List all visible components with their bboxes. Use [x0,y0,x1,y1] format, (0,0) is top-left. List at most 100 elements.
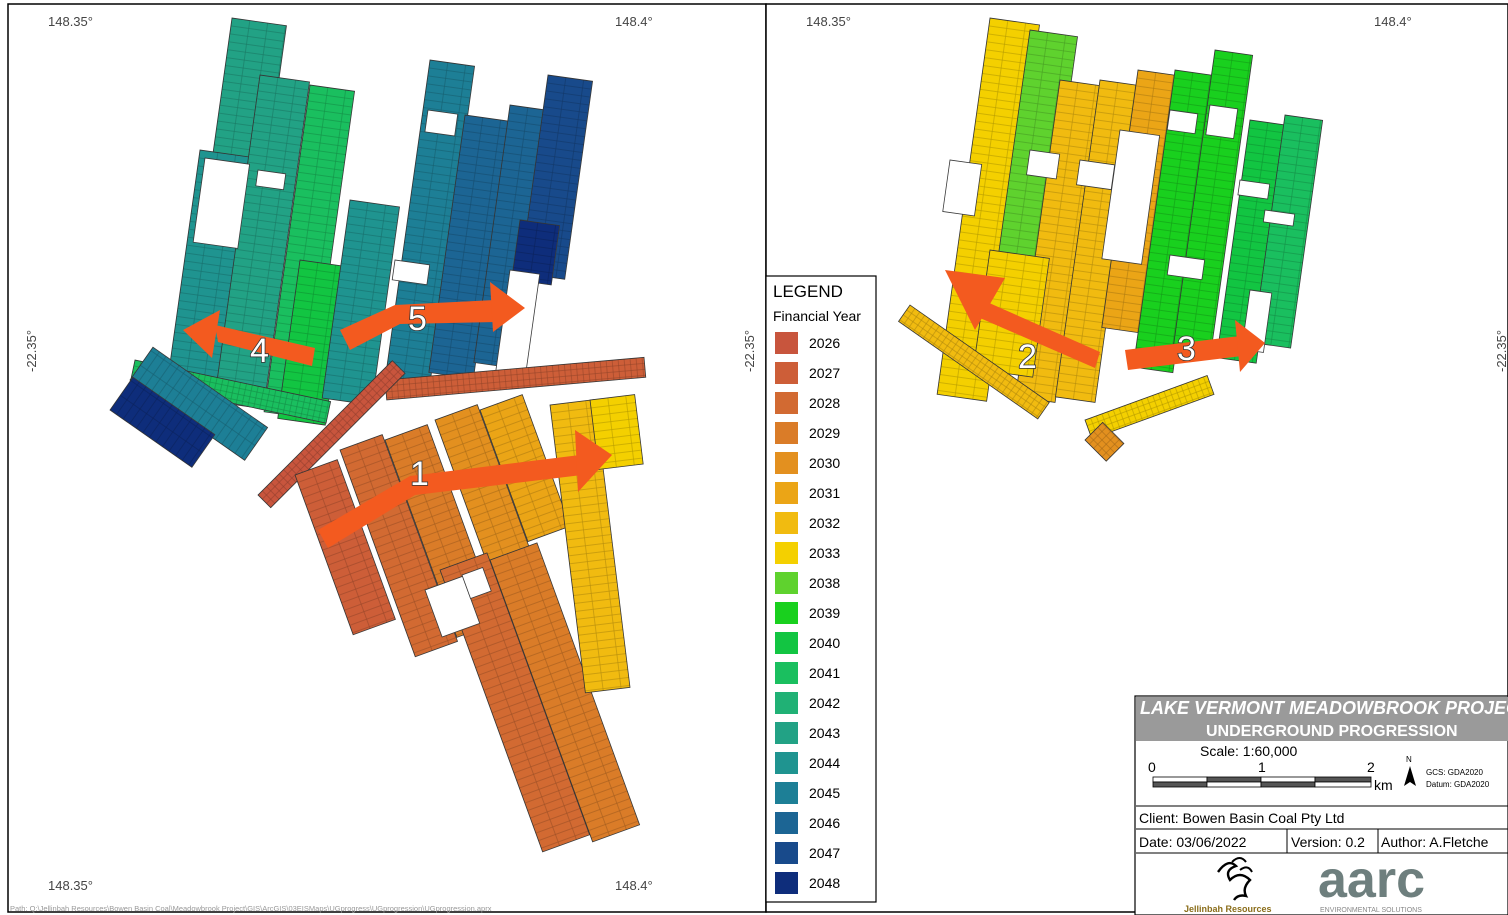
legend-items: 2026 2027 2028 2029 2030 2031 2032 2033 2038 2039… [775,332,840,894]
date-label: Date: 03/06/2022 [1139,834,1247,850]
lat-label-right: -22.35° [1494,330,1508,372]
legend-swatch-2028 [775,392,798,414]
legend-label-2044: 2044 [809,755,840,771]
left-mine-panels [109,17,647,853]
legend-swatch-2032 [775,512,798,534]
scale-label: Scale: 1:60,000 [1200,743,1298,759]
panel-n11 [511,219,561,286]
panel-sw-block [129,346,269,461]
legend-swatch-2031 [775,482,798,504]
legend: LEGEND Financial Year 202620272028202920… [765,275,877,903]
lon-label-right-map-left: 148.35° [806,14,851,29]
arrow-4: 4 [183,310,315,371]
panel-n6 [321,199,400,406]
lon-label-right-bottom: 148.4° [615,878,653,893]
project-title: LAKE VERMONT MEADOWBROOK PROJEC [1140,698,1508,718]
version-label: Version: 0.2 [1291,834,1365,850]
client-label: Client: Bowen Basin Coal Pty Ltd [1139,810,1344,826]
panel-sw-gateroad [257,360,406,509]
lon-label-right-map-right: 148.4° [1374,14,1412,29]
arrow-1-label: 1 [410,455,429,493]
scale-unit: km [1374,777,1393,793]
north-label: N [1406,755,1412,764]
legend-title: LEGEND [773,282,843,301]
legend-label-2040: 2040 [809,635,840,651]
arrow-5: 5 [340,282,525,350]
legend-swatch-2042 [775,692,798,714]
aarc-logo-tagline: ENVIRONMENTAL SOLUTIONS [1320,907,1422,914]
jellinbah-logo-text: Jellinbah Resources [1184,904,1272,914]
legend-label-2038: 2038 [809,575,840,591]
legend-label-2032: 2032 [809,515,840,531]
aarc-logo-text: aarc [1318,851,1425,909]
datum-label: Datum: GDA2020 [1426,780,1490,789]
legend-label-2031: 2031 [809,485,840,501]
legend-swatch-2047 [775,842,798,864]
legend-swatch-2040 [775,632,798,654]
legend-swatch-2048 [775,872,798,894]
legend-swatch-2027 [775,362,798,384]
legend-swatch-2044 [775,752,798,774]
lon-label-left-bottom: 148.35° [48,878,93,893]
panel-r9 [1252,114,1324,349]
right-mine-panels [897,17,1324,462]
legend-swatch-2030 [775,452,798,474]
panel-s1 [294,459,396,636]
arrow-3: 3 [1125,320,1265,372]
panel-r-corner [1084,421,1125,462]
legend-swatch-2038 [775,572,798,594]
legend-label-2027: 2027 [809,365,840,381]
arrow-1: 1 [318,430,612,548]
panel-r-wgateroad [897,304,1050,420]
legend-label-2047: 2047 [809,845,840,861]
arrow-2-label: 2 [1018,338,1037,376]
panel-s2 [339,434,459,658]
legend-label-2045: 2045 [809,785,840,801]
title-header-bar [1136,697,1508,719]
legend-label-2041: 2041 [809,665,840,681]
legend-label-2043: 2043 [809,725,840,741]
arrow-4-label: 4 [250,332,269,370]
scale-tick-1: 1 [1258,759,1266,775]
arrow-5-label: 5 [408,300,427,338]
legend-label-2042: 2042 [809,695,840,711]
arrow-3-label: 3 [1177,330,1196,368]
legend-swatch-2029 [775,422,798,444]
lon-label-right-top: 148.4° [615,14,653,29]
legend-swatch-2041 [775,662,798,684]
scale-tick-0: 0 [1148,759,1156,775]
author-label: Author: A.Fletche [1381,834,1489,850]
lon-label-left-top: 148.35° [48,14,93,29]
scale-bar [1152,776,1372,788]
legend-label-2026: 2026 [809,335,840,351]
legend-label-2033: 2033 [809,545,840,561]
north-arrow-icon: N [1404,755,1416,786]
map-title: UNDERGROUND PROGRESSION [1206,723,1458,740]
legend-swatch-2039 [775,602,798,624]
scale-tick-2: 2 [1367,759,1375,775]
panel-s6 [439,552,591,853]
title-block: LAKE VERMONT MEADOWBROOK PROJEC UNDERGRO… [1134,695,1508,915]
legend-label-2029: 2029 [809,425,840,441]
legend-subtitle: Financial Year [773,308,861,324]
panel-r-sgateroad [1084,375,1215,440]
progression-arrows: 1 2 3 4 5 [183,270,1265,548]
gcs-label: GCS: GDA2020 [1426,768,1483,777]
legend-label-2039: 2039 [809,605,840,621]
legend-label-2046: 2046 [809,815,840,831]
legend-swatch-2046 [775,812,798,834]
panel-sw-block-inner [109,376,216,468]
aarc-logo: aarc ENVIRONMENTAL SOLUTIONS [1318,851,1425,914]
legend-label-2048: 2048 [809,875,840,891]
legend-label-2030: 2030 [809,455,840,471]
legend-swatch-2033 [775,542,798,564]
legend-label-2028: 2028 [809,395,840,411]
jellinbah-logo: Jellinbah Resources [1184,857,1272,914]
legend-swatch-2045 [775,782,798,804]
file-path-text: Path: Q:\Jellinbah Resources\Bowen Basin… [10,904,492,913]
arrow-2: 2 [945,270,1100,377]
legend-swatch-2043 [775,722,798,744]
subtitle-header-bar [1136,719,1508,741]
lat-label-middle: -22.35° [742,330,757,372]
